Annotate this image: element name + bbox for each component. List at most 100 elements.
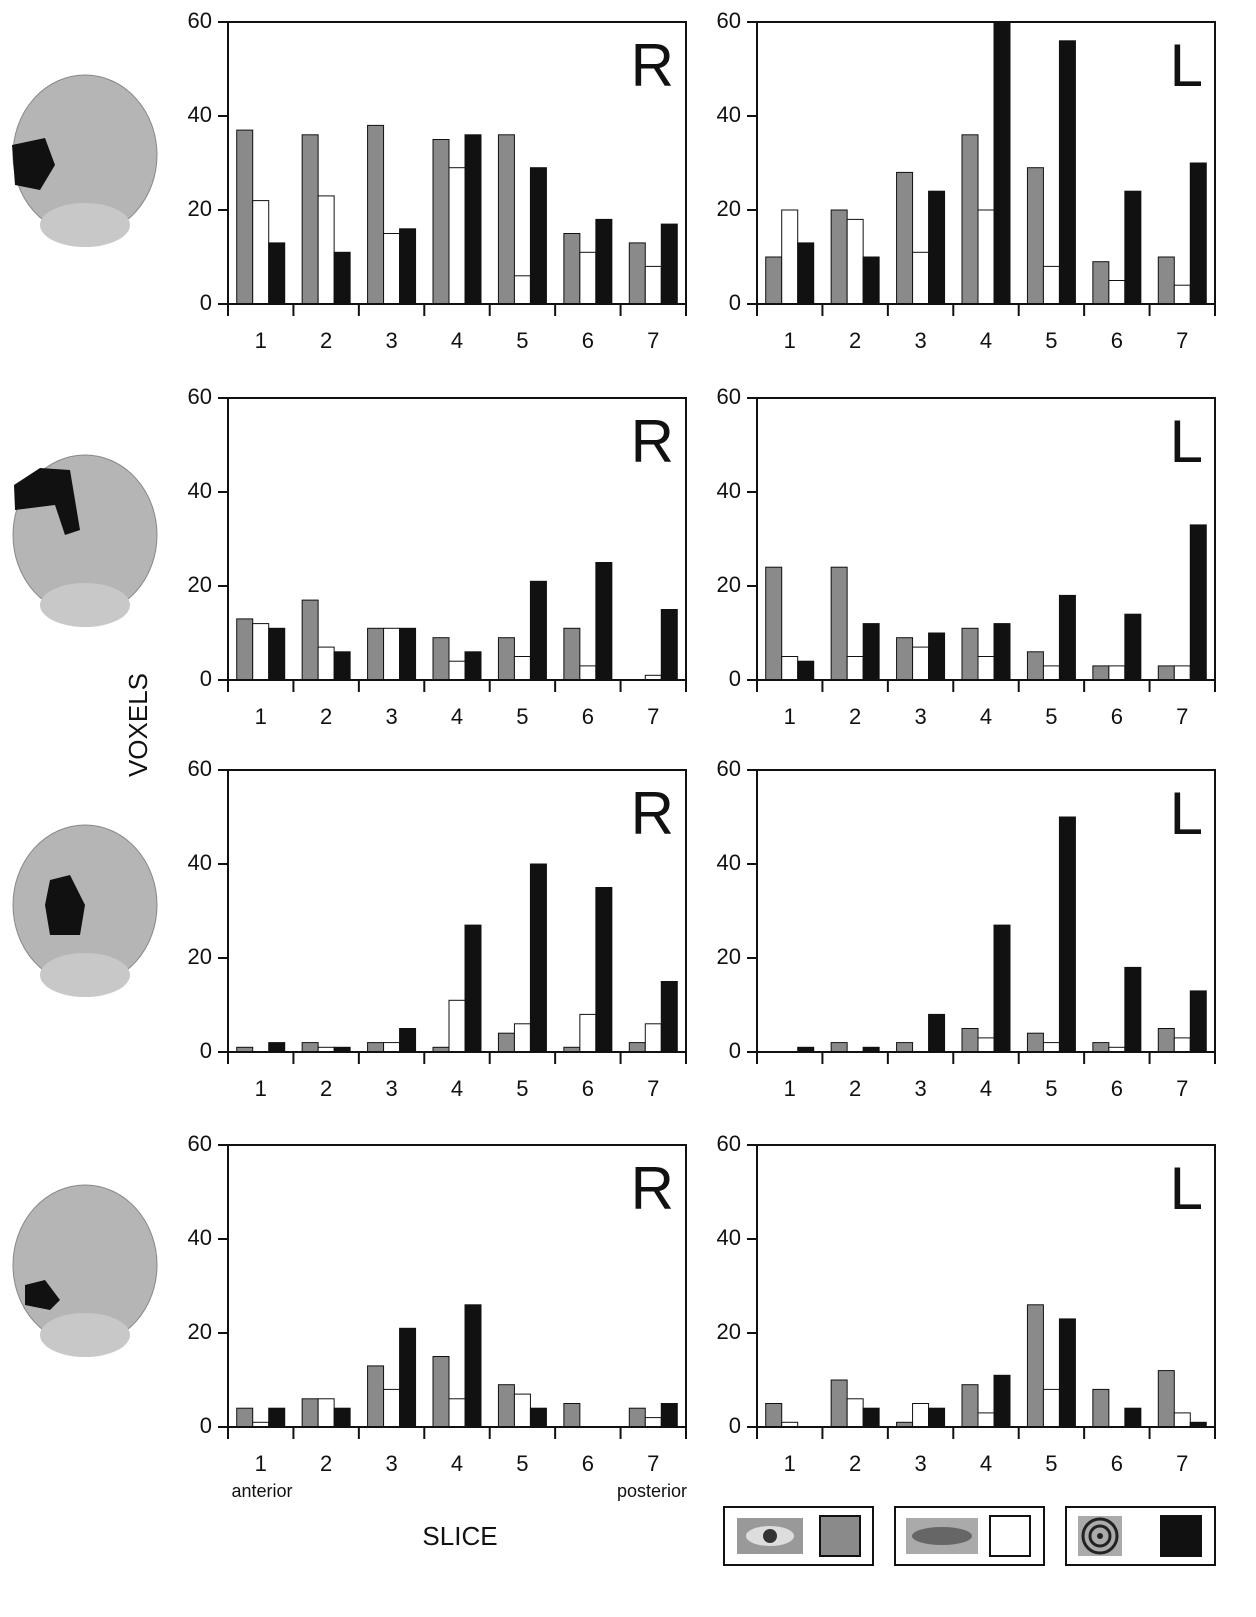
brain-icon (12, 74, 158, 247)
x-tick-label: 5 (516, 1076, 528, 1101)
posterior-label: posterior (617, 1481, 687, 1501)
x-tick-label: 7 (1176, 328, 1188, 353)
x-tick-label: 4 (451, 704, 463, 729)
x-tick-label: 5 (516, 704, 528, 729)
bar (513, 1393, 531, 1428)
legend (723, 1506, 1216, 1566)
bar (862, 256, 880, 305)
bar (432, 1356, 450, 1428)
x-tick-label: 6 (582, 1076, 594, 1101)
brain-icons (12, 74, 158, 1357)
bar (628, 242, 646, 305)
y-tick-label: 0 (729, 1038, 741, 1063)
bar (993, 1374, 1011, 1428)
x-tick-label: 3 (385, 328, 397, 353)
bar (912, 1403, 930, 1428)
x-tick-label: 2 (320, 328, 332, 353)
x-tick-label: 4 (980, 328, 992, 353)
x-tick-label: 3 (385, 704, 397, 729)
bar (268, 242, 286, 305)
bar (399, 1028, 417, 1053)
y-tick-label: 40 (717, 850, 741, 875)
bar (497, 1384, 515, 1428)
y-tick-label: 20 (717, 572, 741, 597)
x-tick-label: 6 (582, 1451, 594, 1476)
x-tick-label: 4 (980, 1076, 992, 1101)
bar (268, 627, 286, 681)
bar (1189, 990, 1207, 1053)
checkerboard-icon (1081, 1517, 1119, 1555)
legend-box (894, 1506, 1045, 1566)
x-tick-label: 6 (582, 328, 594, 353)
y-tick-label: 0 (200, 1413, 212, 1438)
bar (644, 1417, 662, 1428)
x-tick-label: 2 (320, 1451, 332, 1476)
bar (1042, 1042, 1060, 1053)
bar (579, 1013, 597, 1053)
y-tick-label: 0 (729, 290, 741, 315)
bar (628, 1042, 646, 1053)
brain-icon (12, 824, 158, 997)
x-tick-label: 2 (849, 1076, 861, 1101)
bar (301, 599, 319, 681)
bar (383, 233, 401, 305)
panel: 0 20 40 60 1 2 3 4 5 6 7 L (717, 756, 1216, 1101)
plot-frame (227, 397, 687, 681)
plot-frame (227, 21, 687, 305)
y-tick-label: 40 (188, 102, 212, 127)
y-tick-label: 0 (729, 666, 741, 691)
y-tick-label: 60 (717, 384, 741, 409)
x-tick-label: 7 (647, 704, 659, 729)
bar (765, 1403, 783, 1428)
x-tick-label: 1 (255, 1451, 267, 1476)
bar (1108, 280, 1126, 305)
x-tick-label: 4 (451, 328, 463, 353)
x-tick-label: 4 (980, 1451, 992, 1476)
bar (595, 218, 613, 305)
x-tick-label: 3 (385, 1076, 397, 1101)
bar (1124, 190, 1142, 305)
x-tick-label: 7 (1176, 1076, 1188, 1101)
bar (765, 566, 783, 681)
bar (383, 627, 401, 681)
bar (928, 1407, 946, 1428)
bar (862, 623, 880, 681)
legend-swatch (819, 1515, 861, 1557)
bar (830, 209, 848, 305)
bar (1124, 966, 1142, 1053)
x-tick-label: 6 (582, 704, 594, 729)
bar (912, 251, 930, 305)
bar (1092, 1388, 1110, 1428)
y-axis-label: VOXELS (123, 673, 153, 777)
bar (448, 167, 466, 305)
bar (301, 134, 319, 305)
bar (464, 924, 482, 1053)
bar (529, 863, 547, 1053)
bar (595, 887, 613, 1053)
panel: 0 20 40 60 1 2 3 4 5 6 7 R (188, 756, 687, 1101)
x-axis-label: SLICE (422, 1521, 497, 1551)
legend-swatch (989, 1515, 1031, 1557)
bar (660, 981, 678, 1053)
x-tick-label: 7 (1176, 1451, 1188, 1476)
x-tick-label: 4 (980, 704, 992, 729)
bar (896, 1042, 914, 1053)
bar (977, 1412, 995, 1428)
y-tick-label: 40 (717, 1225, 741, 1250)
x-tick-label: 5 (516, 1451, 528, 1476)
bar (1173, 665, 1191, 681)
y-tick-label: 20 (188, 196, 212, 221)
bar (1092, 1042, 1110, 1053)
bar (399, 1327, 417, 1428)
bar (301, 1398, 319, 1428)
x-tick-label: 5 (516, 328, 528, 353)
x-tick-label: 5 (1045, 704, 1057, 729)
panel-label: R (631, 1155, 674, 1222)
y-tick-label: 40 (717, 102, 741, 127)
x-tick-label: 5 (1045, 1076, 1057, 1101)
panel-label: L (1170, 32, 1203, 99)
x-tick-label: 3 (914, 1076, 926, 1101)
x-tick-label: 1 (784, 704, 796, 729)
bar (497, 1032, 515, 1053)
